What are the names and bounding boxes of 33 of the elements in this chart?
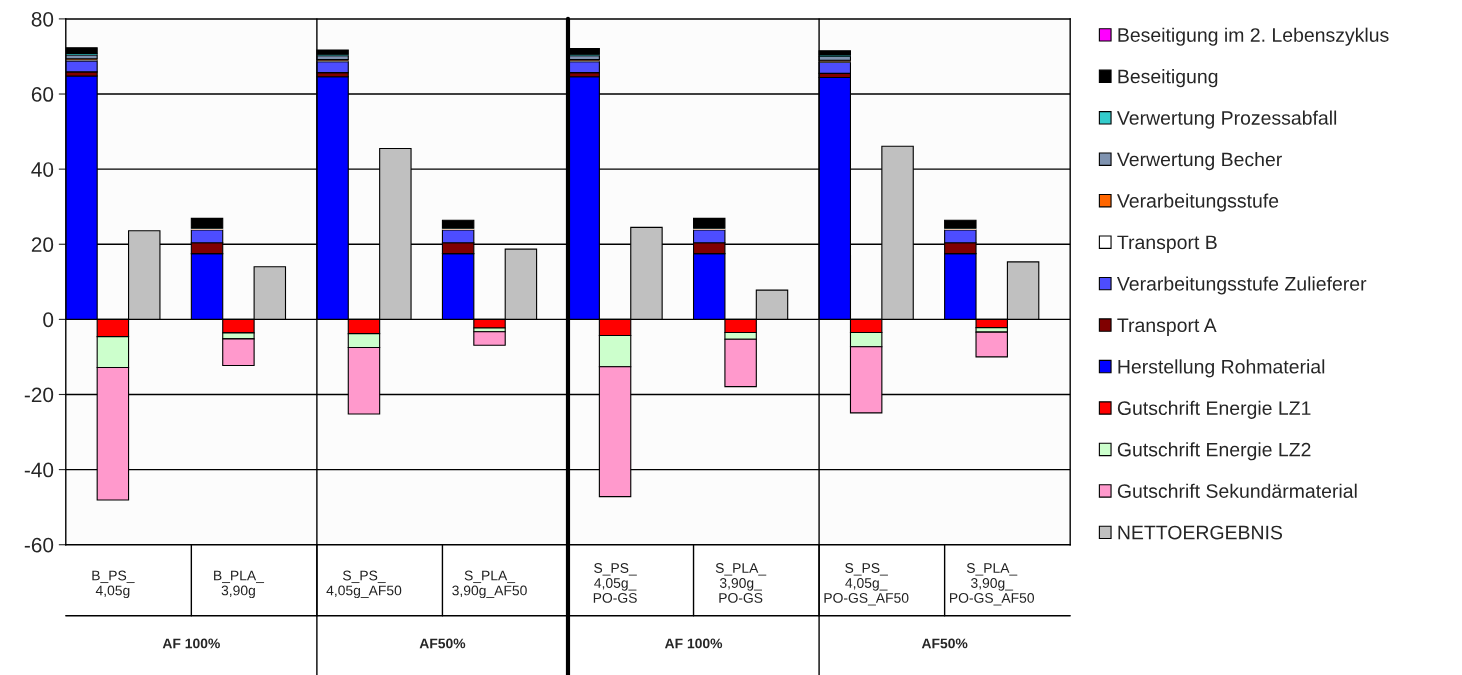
y-tick-label: 0: [43, 312, 54, 328]
legend-label: Herstellung Rohmaterial: [1118, 359, 1325, 378]
x-tick-label: S_PS_ 4,05g_ PO-GS_AF50: [824, 563, 909, 606]
x-tick-label: B_PS_ 4,05g: [92, 570, 135, 599]
y-tick-label: -60: [24, 537, 54, 553]
text: AF 100%: [664, 638, 723, 649]
y-tick-label: 40: [31, 162, 54, 177]
y-tick-label: 20: [31, 237, 54, 253]
legend-label: Beseitigung im 2. Lebenszyklus: [1118, 27, 1389, 46]
legend-label: Transport B: [1117, 235, 1217, 254]
x-tick-label: S_PS_ 4,05g_AF50: [326, 570, 402, 599]
legend-label: Gutschrift Sekundärmaterial: [1117, 483, 1357, 498]
y-tick-label: -40: [24, 462, 54, 478]
y-tick-label: 60: [31, 87, 54, 102]
x-tick-label: B_PLA_ 3,90g: [214, 570, 265, 599]
x-tick-label: S_PS_ 4,05g_ PO-GS: [593, 563, 637, 603]
legend-label: Verarbeitungsstufe Zulieferer: [1116, 276, 1367, 295]
legend-label: Verarbeitungsstufe: [1116, 193, 1279, 212]
y-tick-label: 80: [31, 11, 54, 27]
x-tick-label: S_PLA_ 3,90g_ PO-GS: [715, 563, 767, 603]
x-tick-label: S_PLA_ 3,90g_ PO-GS_AF50: [950, 563, 1035, 606]
x-tick-label: S_PLA_ 3,90g_AF50: [452, 570, 527, 599]
legend-label: Verwertung Prozessabfall: [1116, 110, 1337, 129]
legend-label: Gutschrift Energie LZ1: [1117, 400, 1311, 419]
y-tick-label: -20: [24, 387, 54, 403]
legend-label: Beseitigung: [1118, 69, 1218, 88]
legend-label: NETTOERGEBNIS: [1118, 525, 1283, 540]
legend-label: Verwertung Becher: [1116, 152, 1282, 171]
text: AF50%: [419, 638, 466, 649]
text: AF50%: [921, 638, 968, 649]
legend-label: Gutschrift Energie LZ2: [1117, 442, 1311, 461]
legend-label: Transport A: [1117, 318, 1217, 336]
text: AF 100%: [162, 638, 220, 649]
